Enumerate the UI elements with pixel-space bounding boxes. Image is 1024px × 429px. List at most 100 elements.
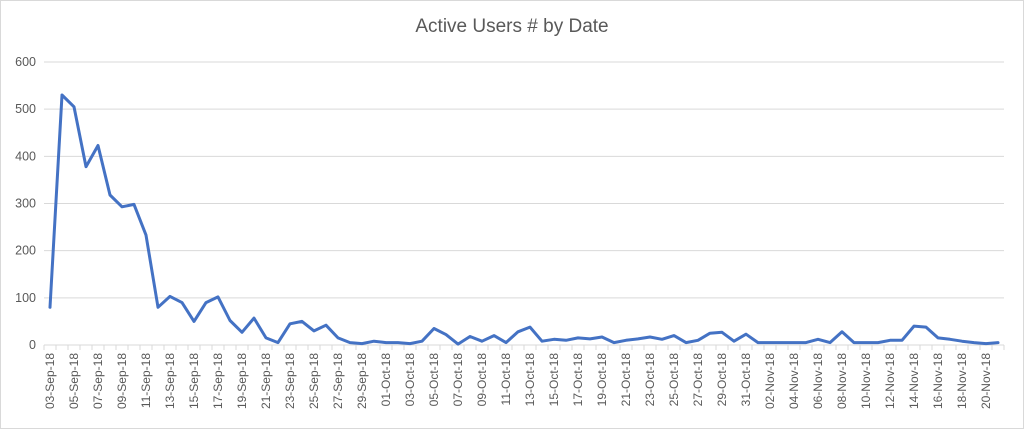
y-tick-label: 0 xyxy=(29,338,36,352)
data-point xyxy=(192,320,196,323)
x-tick-label: 09-Sep-18 xyxy=(115,353,129,409)
x-tick-label: 31-Oct-18 xyxy=(739,353,753,407)
x-tick-label: 18-Nov-18 xyxy=(955,353,969,409)
x-tick-label: 06-Nov-18 xyxy=(811,353,825,409)
data-point xyxy=(768,341,772,344)
data-point xyxy=(708,332,712,335)
data-point xyxy=(732,340,736,343)
data-point xyxy=(588,337,592,341)
data-point xyxy=(444,333,448,336)
data-point xyxy=(612,341,616,344)
x-tick-label: 02-Nov-18 xyxy=(763,353,777,409)
data-point xyxy=(420,340,424,343)
x-tick-label: 05-Oct-18 xyxy=(427,353,441,407)
y-tick-label: 400 xyxy=(15,149,36,163)
x-tick-label: 15-Sep-18 xyxy=(187,353,201,409)
y-tick-label: 100 xyxy=(15,291,36,305)
x-tick-label: 08-Nov-18 xyxy=(835,353,849,409)
data-point xyxy=(144,233,148,237)
data-point xyxy=(216,295,220,299)
x-tick-label: 20-Nov-18 xyxy=(979,353,993,409)
data-point xyxy=(228,319,232,322)
data-point xyxy=(360,342,364,345)
data-point xyxy=(408,342,412,345)
data-point xyxy=(900,339,904,342)
data-point xyxy=(792,341,796,344)
x-tick-label: 29-Sep-18 xyxy=(355,353,369,409)
data-point xyxy=(288,322,292,325)
series-line xyxy=(48,93,1000,346)
data-point xyxy=(828,341,832,344)
data-point xyxy=(72,105,76,109)
data-point xyxy=(468,335,472,338)
data-point xyxy=(756,341,760,344)
data-point xyxy=(240,331,244,334)
data-point xyxy=(804,341,808,344)
x-tick-label: 23-Sep-18 xyxy=(283,353,297,409)
data-point xyxy=(552,338,556,341)
data-point xyxy=(108,193,112,197)
data-point xyxy=(660,338,664,341)
x-tick-label: 15-Oct-18 xyxy=(547,353,561,407)
data-point xyxy=(624,339,628,342)
data-point xyxy=(456,342,460,346)
data-point xyxy=(576,336,580,340)
x-tick-label: 04-Nov-18 xyxy=(787,353,801,409)
data-point xyxy=(180,301,184,304)
data-point xyxy=(888,339,892,342)
data-point xyxy=(396,341,400,344)
x-tick-label: 25-Oct-18 xyxy=(667,353,681,407)
x-tick-label: 17-Sep-18 xyxy=(211,353,225,409)
x-tick-label: 11-Oct-18 xyxy=(499,353,513,406)
x-tick-label: 14-Nov-18 xyxy=(907,353,921,409)
x-tick-label: 21-Oct-18 xyxy=(619,353,633,407)
data-point xyxy=(696,339,700,342)
x-tick-label: 19-Sep-18 xyxy=(235,353,249,409)
data-point xyxy=(264,336,268,340)
data-point xyxy=(372,340,376,343)
data-point xyxy=(96,144,100,147)
series-layer xyxy=(48,93,1000,346)
data-point xyxy=(840,330,844,333)
y-tick-label: 300 xyxy=(15,197,36,211)
x-tick-label: 11-Sep-18 xyxy=(139,353,153,408)
x-tick-label: 27-Oct-18 xyxy=(691,353,705,407)
data-point xyxy=(156,306,160,309)
data-point xyxy=(168,295,172,298)
data-point xyxy=(852,341,856,344)
data-point xyxy=(324,323,328,327)
data-point xyxy=(132,203,136,206)
data-point xyxy=(528,325,532,329)
data-point xyxy=(120,205,124,209)
data-point xyxy=(300,320,304,323)
data-point xyxy=(312,329,316,333)
data-point xyxy=(504,341,508,344)
data-point xyxy=(744,332,748,336)
y-tick-label: 600 xyxy=(15,55,36,69)
x-tick-label: 01-Oct-18 xyxy=(379,353,393,407)
x-tick-label: 13-Oct-18 xyxy=(523,353,537,407)
x-tick-label: 25-Sep-18 xyxy=(307,353,321,409)
data-point xyxy=(564,339,568,342)
data-point xyxy=(600,335,604,339)
gridlines xyxy=(44,61,1004,346)
x-tick-label: 09-Oct-18 xyxy=(475,353,489,407)
data-point xyxy=(924,325,928,329)
x-tick-label: 12-Nov-18 xyxy=(883,353,897,409)
y-tick-label: 500 xyxy=(15,102,36,116)
x-tick-label: 23-Oct-18 xyxy=(643,353,657,407)
data-point xyxy=(432,327,436,330)
data-point xyxy=(48,306,52,309)
data-point xyxy=(960,340,964,343)
data-point xyxy=(720,331,724,334)
data-point xyxy=(516,330,520,333)
data-point xyxy=(684,341,688,344)
y-axis: 0 100 200 300 400 500 600 xyxy=(15,55,36,352)
x-tick-label: 03-Oct-18 xyxy=(403,353,417,407)
data-point xyxy=(60,93,64,97)
data-point xyxy=(648,335,652,339)
data-point xyxy=(336,336,340,340)
data-point xyxy=(492,334,496,337)
